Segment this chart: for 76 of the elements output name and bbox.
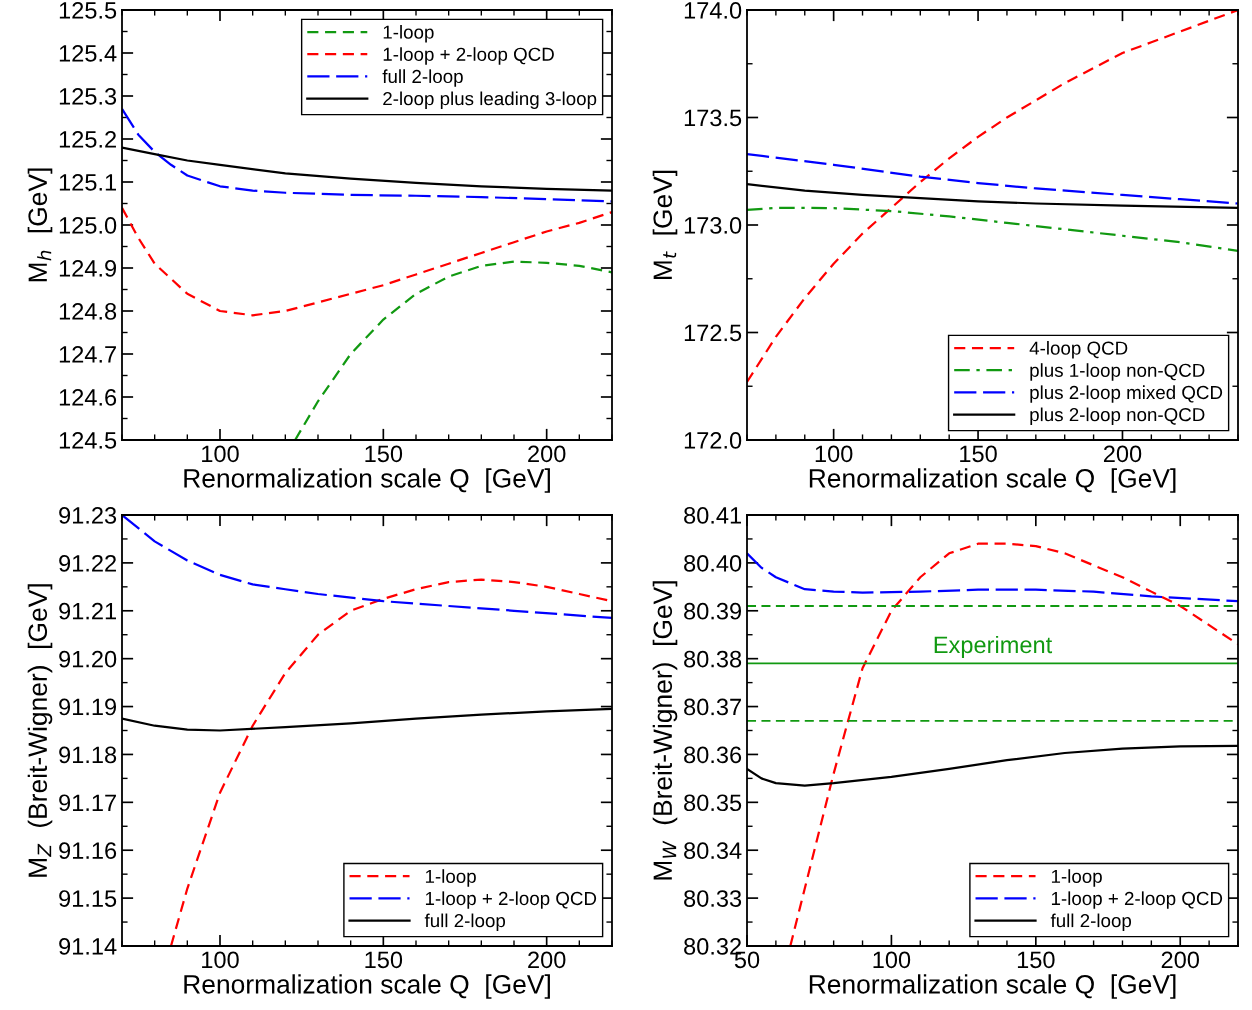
x-tick-label: 150 xyxy=(365,951,403,969)
legend-label: full 2-loop xyxy=(382,69,463,87)
line-series xyxy=(294,260,612,440)
line-series xyxy=(747,152,1238,205)
x-tick-label: 100 xyxy=(815,445,853,463)
y-tick-label: 125.2 xyxy=(59,131,116,148)
x-tick-label: 100 xyxy=(202,951,239,969)
line-series xyxy=(747,206,1238,252)
legend-label: plus 2-loop mixed QCD xyxy=(1030,385,1223,403)
y-tick-label: 91.18 xyxy=(59,746,117,764)
y-tick-label: 124.5 xyxy=(59,432,117,449)
y-tick-label: 80.35 xyxy=(684,794,742,812)
y-tick-label: 91.19 xyxy=(59,698,117,716)
y-tick-label: 173.5 xyxy=(684,109,742,127)
y-tick-label: 80.39 xyxy=(684,602,742,620)
y-tick-label: 80.33 xyxy=(684,890,742,907)
legend-label: full 2-loop xyxy=(424,913,506,931)
y-tick-label: 80.37 xyxy=(684,698,741,716)
y-tick-label: 80.34 xyxy=(684,842,742,860)
y-tick-label: 173.0 xyxy=(684,217,742,234)
y-axis-title: M$_{W}$ (Breit-Wigner) [GeV] xyxy=(652,581,678,880)
legend-label: plus 2-loop non-QCD xyxy=(1030,407,1205,425)
line-series xyxy=(122,206,612,317)
x-tick-label: 100 xyxy=(873,951,911,969)
y-tick-label: 124.8 xyxy=(59,303,117,320)
y-tick-label: 91.14 xyxy=(59,938,117,955)
x-tick-label: 150 xyxy=(1017,951,1055,969)
y-tick-label: 124.9 xyxy=(59,260,117,277)
x-tick-label: 200 xyxy=(1103,445,1142,463)
y-tick-label: 125.0 xyxy=(59,217,117,234)
y-tick-label: 172.0 xyxy=(684,432,742,449)
y-axis-title: M$_{t}$ [GeV] xyxy=(652,170,678,280)
y-tick-label: 91.23 xyxy=(59,507,117,524)
y-tick-label: 91.16 xyxy=(59,842,117,860)
x-tick-label: 200 xyxy=(528,445,566,463)
x-tick-label: 150 xyxy=(365,445,403,463)
y-tick-label: 80.41 xyxy=(684,507,741,524)
x-axis-title: Renormalization scale Q [GeV] xyxy=(184,468,550,493)
legend-label: plus 1-loop non-QCD xyxy=(1030,363,1205,381)
y-tick-label: 124.7 xyxy=(59,346,116,363)
y-tick-label: 172.5 xyxy=(684,324,742,342)
legend-label: 2-loop plus leading 3-loop xyxy=(383,91,597,109)
y-tick-label: 80.40 xyxy=(684,554,742,572)
legend-label: 1-loop + 2-loop QCD xyxy=(383,47,554,65)
line-series xyxy=(747,552,1238,603)
line-series xyxy=(122,107,612,203)
legend-label: 1-loop + 2-loop QCD xyxy=(425,891,597,909)
y-tick-label: 91.22 xyxy=(59,554,116,572)
x-tick-label: 200 xyxy=(1161,951,1200,969)
x-axis-title: Renormalization scale Q [GeV] xyxy=(184,974,550,999)
legend-label: 1-loop xyxy=(1051,869,1102,887)
y-tick-label: 80.38 xyxy=(684,650,742,668)
x-tick-label: 150 xyxy=(960,445,997,463)
legend-label: 1-loop xyxy=(425,869,476,887)
y-axis-title: M$_{Z}$ (Breit-Wigner) [GeV] xyxy=(27,584,53,877)
legend-label: 1-loop xyxy=(383,25,434,43)
y-tick-label: 125.4 xyxy=(59,45,117,62)
y-tick-label: 80.36 xyxy=(684,746,742,764)
y-tick-label: 91.17 xyxy=(59,794,116,812)
legend-label: full 2-loop xyxy=(1050,913,1132,931)
y-tick-label: 91.15 xyxy=(59,890,117,907)
y-tick-label: 124.6 xyxy=(59,389,117,406)
y-tick-label: 125.5 xyxy=(59,2,117,19)
x-axis-title: Renormalization scale Q [GeV] xyxy=(809,468,1176,493)
legend-label: 4-loop QCD xyxy=(1029,341,1128,359)
y-axis-title: M$_{h}$ [GeV] xyxy=(27,168,53,282)
y-tick-label: 125.1 xyxy=(59,174,116,191)
x-axis-title: Renormalization scale Q [GeV] xyxy=(809,974,1176,999)
ref-line-label: Experiment xyxy=(934,635,1053,658)
y-tick-label: 91.21 xyxy=(59,602,116,620)
x-tick-label: 200 xyxy=(528,951,566,969)
legend-label: 1-loop + 2-loop QCD xyxy=(1051,891,1223,909)
y-tick-label: 125.3 xyxy=(59,88,117,105)
y-tick-label: 91.20 xyxy=(59,650,117,668)
y-tick-label: 174.0 xyxy=(684,2,742,19)
x-tick-label: 100 xyxy=(202,445,239,463)
